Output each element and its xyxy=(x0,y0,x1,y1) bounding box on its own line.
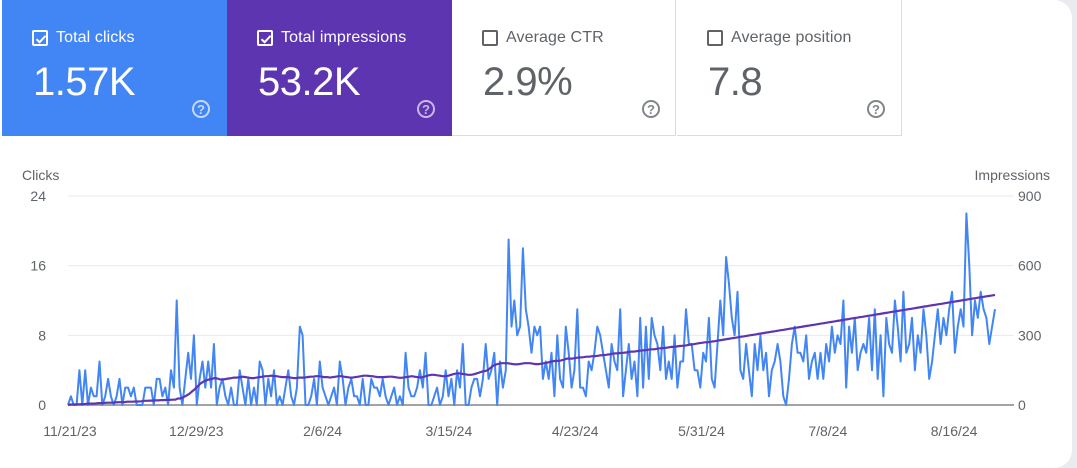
left-axis-tick-label: 8 xyxy=(38,327,46,343)
average-position-checkbox[interactable] xyxy=(707,30,723,46)
total-clicks-checkbox[interactable] xyxy=(32,30,48,46)
help-icon[interactable]: ? xyxy=(417,100,435,118)
help-icon[interactable]: ? xyxy=(867,100,885,118)
left-axis-tick-label: 16 xyxy=(30,258,46,274)
check-icon xyxy=(35,35,47,44)
x-axis-tick-label: 8/16/24 xyxy=(931,423,978,439)
average-ctr-value: 2.9% xyxy=(483,60,573,104)
x-axis-tick-label: 11/21/23 xyxy=(43,423,97,439)
average-position-tile[interactable]: Average position 7.8 ? xyxy=(677,0,902,136)
total-impressions-label: Total impressions xyxy=(281,29,407,46)
x-axis-tick-label: 3/15/24 xyxy=(426,423,473,439)
check-icon xyxy=(260,35,272,44)
total-impressions-value: 53.2K xyxy=(258,60,361,104)
x-axis-tick-label: 7/8/24 xyxy=(808,423,847,439)
x-axis-tick-label: 4/23/24 xyxy=(552,423,599,439)
x-axis-tick-label: 12/29/23 xyxy=(169,423,224,439)
right-axis-tick-label: 300 xyxy=(1018,327,1042,343)
performance-chart: 0 0 8 300 16 600 24 900 11/21/23 12/29/23 2/6/24 3/… xyxy=(30,188,1042,439)
total-impressions-checkbox[interactable] xyxy=(257,30,273,46)
x-axis-tick-label: 2/6/24 xyxy=(303,423,342,439)
total-clicks-tile[interactable]: Total clicks 1.57K ? xyxy=(2,0,227,136)
total-clicks-value: 1.57K xyxy=(33,60,136,104)
clicks-series-line xyxy=(67,212,996,406)
help-icon[interactable]: ? xyxy=(642,100,660,118)
help-icon[interactable]: ? xyxy=(192,100,210,118)
average-ctr-label: Average CTR xyxy=(506,29,604,46)
right-axis-tick-label: 0 xyxy=(1018,397,1026,413)
right-axis-tick-label: 900 xyxy=(1018,188,1042,204)
x-axis-tick-label: 5/31/24 xyxy=(678,423,725,439)
total-clicks-label: Total clicks xyxy=(56,29,135,46)
average-position-label: Average position xyxy=(731,29,852,46)
average-ctr-checkbox[interactable] xyxy=(482,30,498,46)
left-axis-tick-label: 24 xyxy=(30,188,46,204)
impressions-series-line xyxy=(67,293,996,407)
average-position-value: 7.8 xyxy=(708,60,763,104)
right-axis-tick-label: 600 xyxy=(1018,258,1042,274)
impressions-axis-title: Impressions xyxy=(974,167,1050,183)
left-axis-tick-label: 0 xyxy=(38,397,46,413)
total-impressions-tile[interactable]: Total impressions 53.2K ? xyxy=(227,0,452,136)
average-ctr-tile[interactable]: Average CTR 2.9% ? xyxy=(452,0,676,136)
clicks-axis-title: Clicks xyxy=(22,167,60,183)
